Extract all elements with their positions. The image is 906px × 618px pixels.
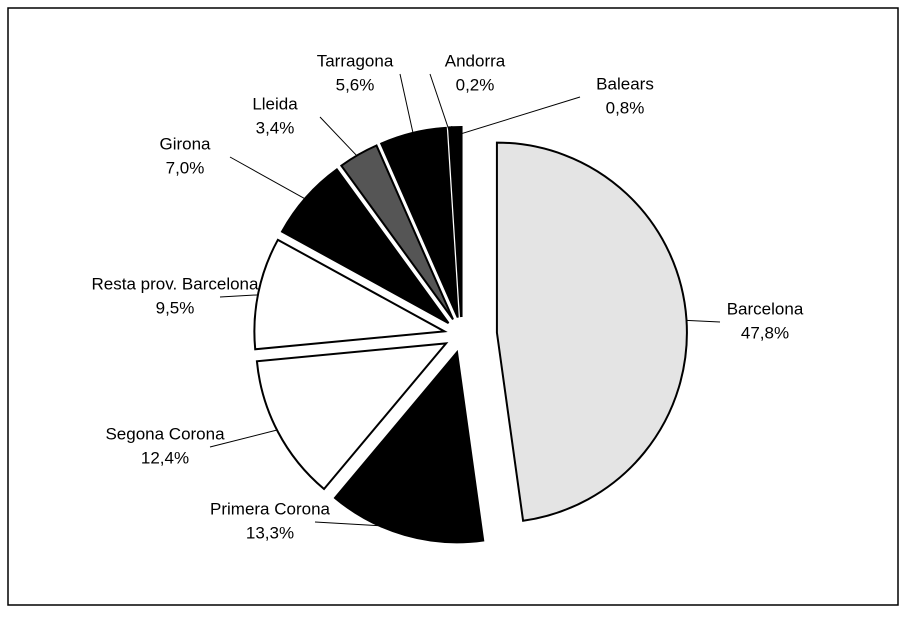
slice-label: Tarragona: [317, 51, 394, 70]
slices: [253, 126, 688, 544]
slice-value-label: 9,5%: [156, 298, 195, 317]
slice-label: Barcelona: [727, 299, 804, 318]
leader-line: [456, 96, 581, 136]
leader-line: [319, 116, 363, 162]
slice-value-label: 0,8%: [606, 98, 645, 117]
slice-label: Andorra: [445, 51, 506, 70]
slice-label: Resta prov. Barcelona: [92, 274, 259, 293]
slice-label: Balears: [596, 74, 654, 93]
slice-label: Segona Corona: [105, 424, 225, 443]
leader-line: [209, 427, 286, 448]
pie-slice: [495, 141, 688, 522]
slice-label: Primera Corona: [210, 499, 331, 518]
slice-label: Lleida: [252, 94, 298, 113]
slice-value-label: 13,3%: [246, 523, 294, 542]
slice-value-label: 5,6%: [336, 75, 375, 94]
slice-value-label: 7,0%: [166, 158, 205, 177]
leader-line: [229, 156, 313, 204]
slice-value-label: 3,4%: [256, 118, 295, 137]
pie-slice: [379, 126, 459, 318]
slice-value-label: 12,4%: [141, 448, 189, 467]
pie-slice: [280, 167, 450, 324]
pie-slice: [339, 144, 454, 320]
labels: Barcelona 47,8% Primera Corona 13,3% Segona …: [92, 51, 804, 542]
slice-label: Girona: [159, 134, 211, 153]
leader-line: [429, 73, 452, 136]
slice-value-label: 47,8%: [741, 323, 789, 342]
pie-slice: [333, 349, 485, 544]
pie-slice: [253, 238, 448, 351]
pie-slice: [255, 342, 449, 491]
pie-slice: [450, 126, 463, 318]
slice-value-label: 0,2%: [456, 75, 495, 94]
leader-line: [399, 73, 416, 141]
